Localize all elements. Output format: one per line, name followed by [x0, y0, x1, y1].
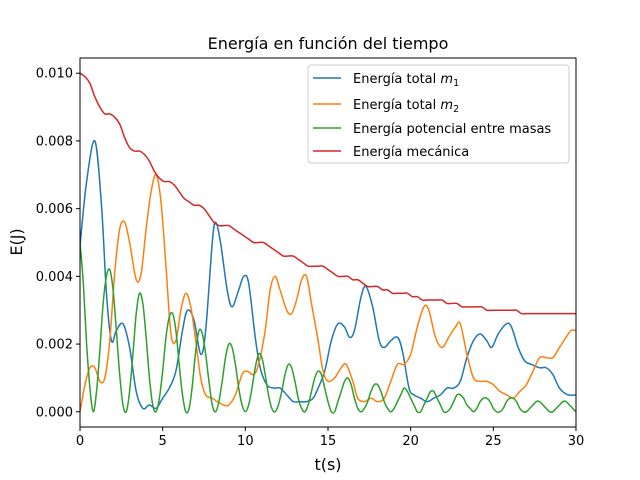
legend-entry-energia-total-m2: Energía total m2	[353, 98, 459, 115]
legend-entry-energia-potencial-entre-masas: Energía potencial entre masas	[353, 122, 551, 137]
y-tick-label: 0.004	[36, 270, 73, 285]
x-axis-label: t(s)	[314, 455, 341, 474]
series-line-energia-total-m2	[80, 173, 576, 412]
series-line-energia-mecanica	[80, 72, 576, 315]
series-line-energia-potencial-entre-masas	[80, 242, 576, 414]
x-tick-label: 5	[159, 434, 167, 449]
x-tick-label: 10	[237, 434, 254, 449]
legend-entry-energia-total-m1: Energía total m1	[353, 72, 459, 89]
legend: Energía total m1 Energía total m2 Energía …	[307, 64, 570, 164]
x-tick-label: 20	[402, 434, 419, 449]
legend-box	[307, 64, 570, 164]
y-tick-label: 0.010	[36, 67, 73, 82]
x-axis-ticks: 0 5 10 15 20 25 30	[76, 427, 584, 449]
y-tick-label: 0.008	[36, 134, 73, 149]
y-axis-label: E(J)	[7, 228, 26, 255]
y-tick-label: 0.006	[36, 202, 73, 217]
y-tick-label: 0.002	[36, 338, 73, 353]
x-tick-label: 25	[485, 434, 502, 449]
x-tick-label: 0	[76, 434, 84, 449]
series-line-energia-total-m1	[80, 140, 576, 410]
y-tick-label: 0.000	[36, 405, 73, 420]
x-tick-label: 30	[568, 434, 585, 449]
chart-title: Energía en función del tiempo	[208, 34, 449, 53]
x-tick-label: 15	[320, 434, 337, 449]
legend-entry-energia-mecanica: Energía mecánica	[353, 145, 469, 160]
y-axis-ticks: 0.000 0.002 0.004 0.006 0.008 0.010	[36, 67, 80, 420]
series-lines	[80, 72, 576, 414]
